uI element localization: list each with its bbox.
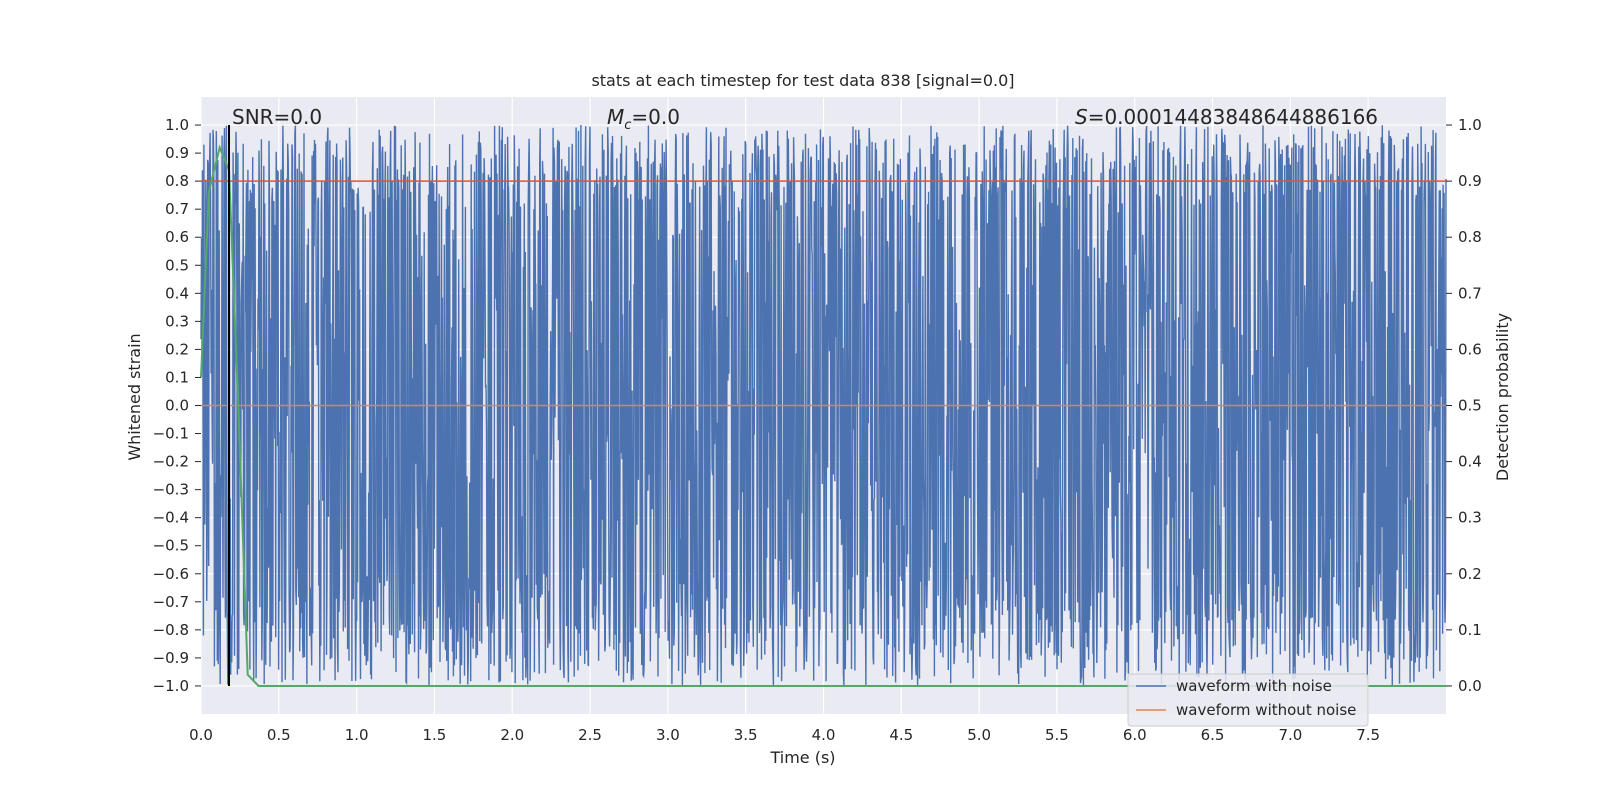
x-tick-label: 0.5 [267, 726, 291, 744]
chart-title: stats at each timestep for test data 838… [591, 71, 1014, 90]
x-tick-label: 1.0 [345, 726, 369, 744]
chirp-mass-subscript: c [624, 118, 631, 133]
y-tick-label: −0.4 [153, 509, 189, 527]
right-y-tick-label: 0.7 [1458, 284, 1482, 302]
waveform-with-noise-series [200, 124, 1447, 686]
right-y-tick-label: 0.4 [1458, 453, 1482, 471]
x-tick-label: 7.0 [1278, 726, 1302, 744]
x-tick-label: 5.5 [1045, 726, 1069, 744]
right-y-tick-label: 0.2 [1458, 565, 1482, 583]
right-y-tick-label: 1.0 [1458, 116, 1482, 134]
x-tick-label: 7.5 [1356, 726, 1380, 744]
x-tick-label: 4.5 [889, 726, 913, 744]
legend-label-noise: waveform with noise [1176, 677, 1332, 695]
y-tick-label: 0.9 [165, 144, 189, 162]
y-tick-label: 0.5 [165, 256, 189, 274]
score-annotation: S=0.00014483848644886166 [1075, 105, 1378, 129]
right-y-tick-label: 0.6 [1458, 340, 1482, 358]
right-y-tick-label: 0.1 [1458, 621, 1482, 639]
x-tick-label: 0.0 [189, 726, 213, 744]
legend: waveform with noise waveform without noi… [1127, 673, 1369, 727]
overlay-lines [200, 125, 1446, 687]
detection-probability-line [200, 144, 1446, 687]
x-tick-label: 6.5 [1201, 726, 1225, 744]
y-tick-label: −1.0 [153, 677, 189, 695]
y-tick-label: −0.2 [153, 453, 189, 471]
chirp-mass-value: =0.0 [631, 105, 680, 129]
x-tick-label: 2.0 [500, 726, 524, 744]
y-tick-label: −0.1 [153, 425, 189, 443]
snr-annotation: SNR=0.0 [232, 105, 322, 129]
right-y-tick-label: 0.5 [1458, 397, 1482, 415]
right-y-tick-label: 0.3 [1458, 509, 1482, 527]
x-tick-label: 2.5 [578, 726, 602, 744]
y-tick-label: −0.5 [153, 537, 189, 555]
y-tick-label: 0.3 [165, 312, 189, 330]
y-tick-label: −0.8 [153, 621, 189, 639]
right-y-axis-ticks: 1.0 0.9 0.8 0.7 0.6 0.5 0.4 0.3 0.2 0.1 0.0 [1446, 116, 1482, 695]
y-tick-label: 0.0 [165, 397, 189, 415]
y-tick-label: −0.9 [153, 649, 189, 667]
right-y-tick-label: 0.8 [1458, 228, 1482, 246]
x-tick-label: 3.0 [656, 726, 680, 744]
chirp-mass-annotation: Mc=0.0 [607, 105, 680, 133]
right-y-tick-label: 0.0 [1458, 677, 1482, 695]
score-value: =0.00014483848644886166 [1088, 105, 1378, 129]
x-axis-ticks: 0.0 0.5 1.0 1.5 2.0 2.5 3.0 3.5 4.0 4.5 5.0 5.5 6.0 6… [189, 726, 1380, 744]
y-tick-label: 1.0 [165, 116, 189, 134]
y-tick-label: 0.6 [165, 228, 189, 246]
y-tick-label: −0.3 [153, 481, 189, 499]
legend-box [1127, 673, 1369, 727]
y-tick-label: 0.4 [165, 284, 189, 302]
y-tick-label: −0.7 [153, 593, 189, 611]
y-tick-label: 0.7 [165, 200, 189, 218]
x-tick-label: 3.5 [734, 726, 758, 744]
x-tick-label: 4.0 [812, 726, 836, 744]
y-tick-label: −0.6 [153, 565, 189, 583]
x-axis-label: Time (s) [769, 748, 835, 767]
x-tick-label: 1.5 [423, 726, 447, 744]
score-symbol: S [1075, 105, 1088, 129]
noise-waveform-line [200, 124, 1447, 686]
y-tick-label: 0.2 [165, 340, 189, 358]
x-tick-label: 6.0 [1123, 726, 1147, 744]
y-axis-ticks: 1.0 0.9 0.8 0.7 0.6 0.5 0.4 0.3 0.2 0.1 0.0 −0.1 −0.… [153, 116, 201, 695]
right-y-tick-label: 0.9 [1458, 172, 1482, 190]
y-tick-label: 0.1 [165, 368, 189, 386]
y-tick-label: 0.8 [165, 172, 189, 190]
x-tick-label: 5.0 [967, 726, 991, 744]
y-axis-label: Whitened strain [125, 333, 144, 460]
right-y-axis-label: Detection probability [1493, 313, 1512, 481]
chirp-mass-symbol: M [607, 105, 624, 129]
legend-label-clean: waveform without noise [1176, 701, 1356, 719]
